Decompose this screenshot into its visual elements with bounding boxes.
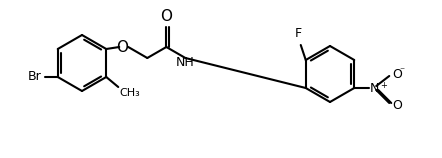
Text: O: O (160, 9, 172, 24)
Text: F: F (295, 27, 302, 40)
Text: +: + (380, 80, 387, 89)
Text: Br: Br (28, 70, 42, 83)
Text: ⁻: ⁻ (399, 66, 404, 76)
Text: N: N (370, 82, 379, 94)
Text: O: O (392, 67, 402, 80)
Text: O: O (392, 98, 402, 112)
Text: NH: NH (176, 56, 195, 69)
Text: CH₃: CH₃ (119, 88, 140, 98)
Text: O: O (116, 40, 128, 55)
